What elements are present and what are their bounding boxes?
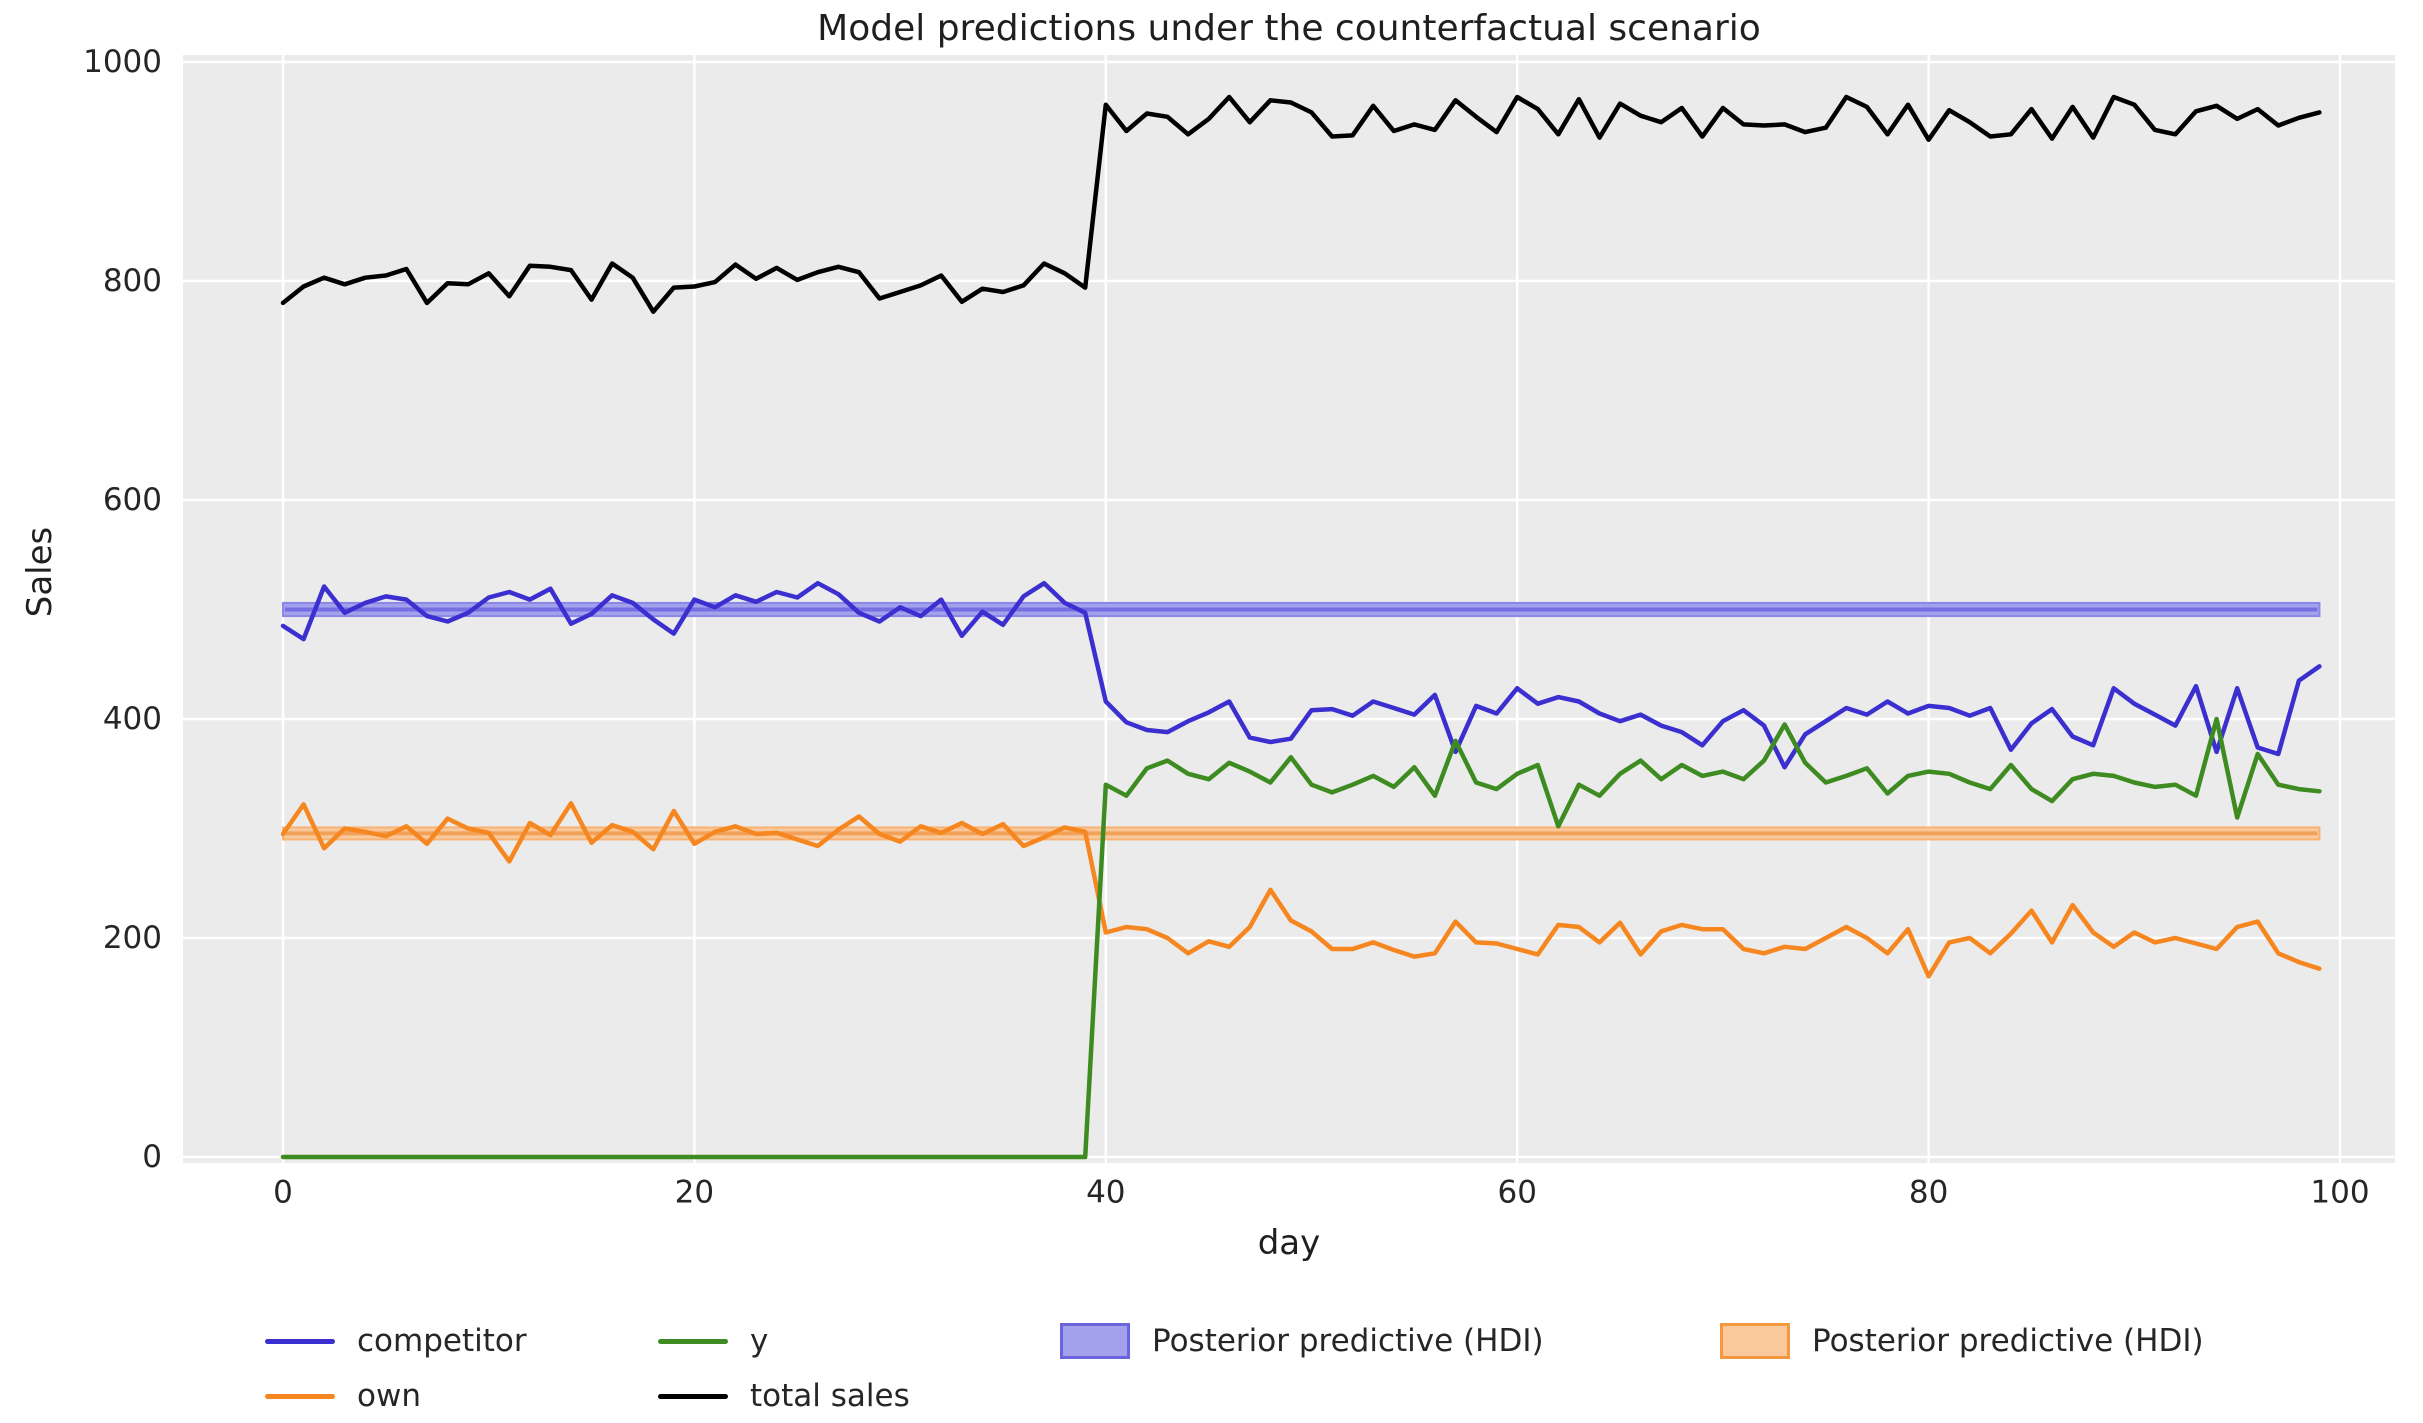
y-axis-label: Sales [20, 526, 60, 618]
legend-item-total-sales: total sales [658, 1377, 910, 1415]
y-tick-label: 600 [103, 482, 162, 518]
legend-label: total sales [750, 1378, 910, 1414]
y-line-swatch [658, 1338, 728, 1344]
series-line-y [280, 716, 2322, 1160]
legend-label: Posterior predictive (HDI) [1152, 1323, 1544, 1359]
legend-item-y: y [658, 1322, 768, 1360]
y-tick-label: 200 [103, 920, 162, 956]
x-tick-label: 100 [2310, 1174, 2369, 1210]
x-tick-label: 40 [1086, 1174, 1125, 1210]
hdi-orange-patch-swatch [1720, 1323, 1790, 1359]
legend-item-competitor: competitor [265, 1322, 527, 1360]
hdi-blue-patch-swatch [1060, 1323, 1130, 1359]
legend-item-posterior-predictive-hdi-orange: Posterior predictive (HDI) [1720, 1322, 2204, 1360]
series-line-total-sales [280, 94, 2322, 314]
y-tick-label: 1000 [83, 44, 162, 80]
series-line-own [280, 801, 2322, 979]
own-line-swatch [265, 1393, 335, 1399]
x-tick-label: 20 [675, 1174, 714, 1210]
y-tick-label: 800 [103, 263, 162, 299]
x-tick-label: 60 [1497, 1174, 1536, 1210]
y-tick-label: 0 [142, 1139, 162, 1175]
legend-item-posterior-predictive-hdi-blue: Posterior predictive (HDI) [1060, 1322, 1544, 1360]
legend-item-own: own [265, 1377, 421, 1415]
competitor-line-swatch [265, 1338, 335, 1344]
series-line-competitor [280, 580, 2322, 770]
x-tick-label: 0 [273, 1174, 293, 1210]
y-tick-label: 400 [103, 701, 162, 737]
legend-label: y [750, 1323, 769, 1359]
legend-label: own [357, 1378, 421, 1414]
x-tick-label: 80 [1909, 1174, 1948, 1210]
legend-label: Posterior predictive (HDI) [1812, 1323, 2204, 1359]
chart-title: Model predictions under the counterfactu… [817, 8, 1761, 49]
legend-label: competitor [357, 1323, 527, 1359]
total-sales-line-swatch [658, 1393, 728, 1399]
x-axis-label: day [1257, 1223, 1321, 1263]
